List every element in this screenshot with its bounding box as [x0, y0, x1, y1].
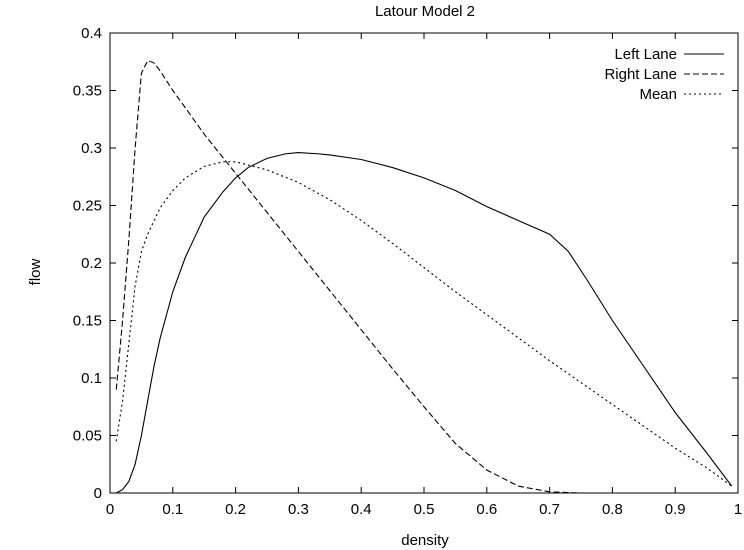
chart-title: Latour Model 2 — [375, 3, 475, 20]
x-axis: 0 0.1 0.2 0.3 0.4 0.5 0.6 0.7 0.8 0.9 1 — [106, 33, 742, 518]
series-line-left-lane — [116, 152, 733, 494]
y-tick-label: 0.1 — [81, 370, 102, 387]
x-tick-label: 0.6 — [476, 501, 497, 518]
y-tick-label: 0.4 — [81, 25, 102, 42]
y-tick-label: 0.05 — [73, 428, 102, 445]
y-axis-label: flow — [27, 259, 44, 286]
y-tick-label: 0.2 — [81, 255, 102, 272]
x-tick-label: 0.8 — [602, 501, 623, 518]
series-line-right-lane — [115, 59, 582, 494]
legend-label: Right Lane — [604, 66, 677, 83]
x-tick-label: 0.4 — [351, 501, 372, 518]
x-tick-label: 0.7 — [539, 501, 560, 518]
y-tick-label: 0.25 — [73, 198, 102, 215]
x-tick-label: 1 — [734, 501, 742, 518]
x-tick-label: 0.2 — [225, 501, 246, 518]
x-tick-label: 0.3 — [288, 501, 309, 518]
x-tick-label: 0.1 — [162, 501, 183, 518]
x-tick-label: 0.5 — [414, 501, 435, 518]
y-tick-label: 0 — [94, 485, 102, 502]
series-line-mean — [115, 161, 733, 487]
x-tick-label: 0 — [106, 501, 114, 518]
y-tick-label: 0.15 — [73, 313, 102, 330]
y-tick-label: 0.35 — [73, 83, 102, 100]
legend: Left Lane Right Lane Mean — [604, 46, 724, 103]
x-tick-label: 0.9 — [665, 501, 686, 518]
x-axis-label: density — [401, 532, 449, 549]
legend-label: Mean — [639, 86, 677, 103]
series-layer — [115, 59, 733, 494]
y-axis: 0 0.05 0.1 0.15 0.2 0.25 0.3 0.35 0.4 — [73, 25, 738, 502]
legend-label: Left Lane — [614, 46, 677, 63]
y-tick-label: 0.3 — [81, 140, 102, 157]
